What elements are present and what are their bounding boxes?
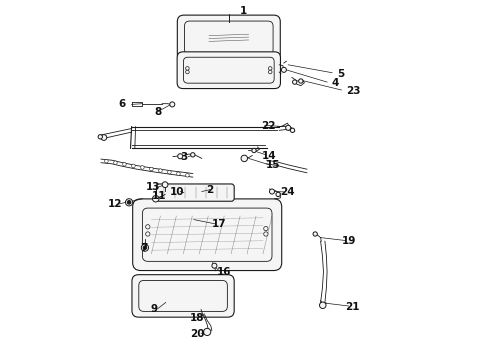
Circle shape: [176, 172, 180, 176]
Circle shape: [241, 155, 247, 162]
Circle shape: [127, 201, 131, 204]
Text: 3: 3: [180, 152, 188, 162]
Circle shape: [122, 162, 126, 166]
Text: 24: 24: [280, 187, 295, 197]
Circle shape: [141, 244, 148, 251]
Text: 22: 22: [261, 121, 276, 131]
Text: 5: 5: [337, 69, 344, 79]
Circle shape: [146, 225, 150, 229]
Text: 15: 15: [266, 160, 280, 170]
Circle shape: [141, 166, 144, 169]
Circle shape: [143, 246, 147, 249]
Circle shape: [270, 189, 274, 194]
Circle shape: [264, 232, 268, 236]
Circle shape: [298, 79, 303, 83]
Circle shape: [186, 67, 189, 70]
Text: 14: 14: [262, 150, 277, 161]
FancyBboxPatch shape: [132, 275, 234, 317]
Text: 8: 8: [154, 107, 162, 117]
Circle shape: [186, 70, 189, 74]
Text: 21: 21: [345, 302, 360, 312]
Circle shape: [281, 67, 286, 72]
Circle shape: [152, 195, 159, 202]
Text: 20: 20: [190, 329, 205, 339]
Circle shape: [291, 128, 294, 132]
Circle shape: [170, 102, 175, 107]
Text: 23: 23: [346, 86, 361, 96]
Circle shape: [269, 70, 272, 74]
Circle shape: [252, 148, 256, 153]
Circle shape: [132, 164, 135, 168]
Text: 4: 4: [331, 78, 339, 88]
Circle shape: [98, 135, 102, 139]
Circle shape: [212, 263, 217, 268]
Circle shape: [162, 182, 168, 188]
Circle shape: [168, 170, 171, 174]
Circle shape: [159, 169, 162, 172]
Circle shape: [101, 135, 107, 140]
Text: 2: 2: [206, 185, 213, 195]
Text: 7: 7: [140, 243, 147, 253]
Text: 1: 1: [240, 6, 247, 16]
Circle shape: [276, 192, 280, 197]
FancyBboxPatch shape: [177, 52, 280, 89]
Circle shape: [149, 167, 153, 171]
Circle shape: [146, 232, 150, 236]
Circle shape: [125, 199, 133, 206]
Text: 18: 18: [190, 312, 205, 323]
Text: 10: 10: [170, 186, 184, 197]
Circle shape: [104, 159, 108, 163]
Text: 11: 11: [152, 191, 167, 201]
Circle shape: [264, 226, 268, 231]
FancyBboxPatch shape: [156, 184, 234, 201]
Text: 12: 12: [107, 199, 122, 210]
Text: 19: 19: [342, 236, 356, 246]
Circle shape: [286, 125, 291, 130]
Circle shape: [114, 161, 117, 165]
Text: 16: 16: [217, 267, 231, 277]
Circle shape: [313, 232, 318, 236]
Circle shape: [269, 67, 272, 70]
Circle shape: [204, 328, 211, 336]
Text: 13: 13: [146, 182, 160, 192]
Text: 6: 6: [118, 99, 125, 109]
Circle shape: [191, 153, 195, 157]
Circle shape: [319, 302, 326, 309]
FancyBboxPatch shape: [133, 199, 282, 271]
Text: 17: 17: [212, 219, 226, 229]
Circle shape: [178, 154, 183, 159]
FancyBboxPatch shape: [177, 15, 280, 60]
Text: 9: 9: [151, 304, 158, 314]
Circle shape: [186, 174, 189, 177]
Circle shape: [293, 80, 297, 84]
